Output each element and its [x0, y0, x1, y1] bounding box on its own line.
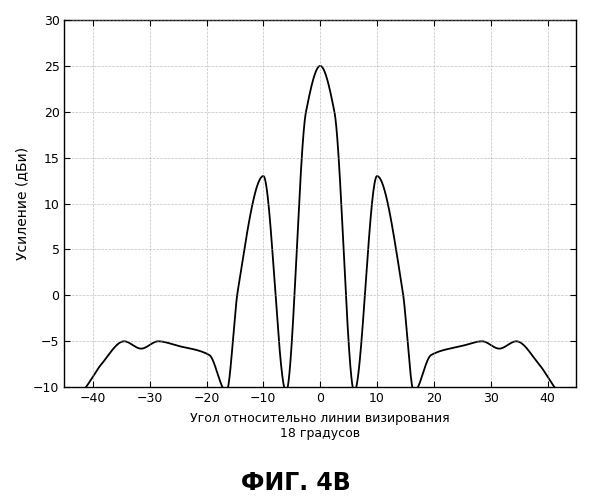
Text: ФИГ. 4В: ФИГ. 4В [241, 471, 350, 495]
X-axis label: Угол относительно линии визирования
18 градусов: Угол относительно линии визирования 18 г… [190, 412, 450, 440]
Y-axis label: Усиление (дБи): Усиление (дБи) [15, 147, 29, 260]
